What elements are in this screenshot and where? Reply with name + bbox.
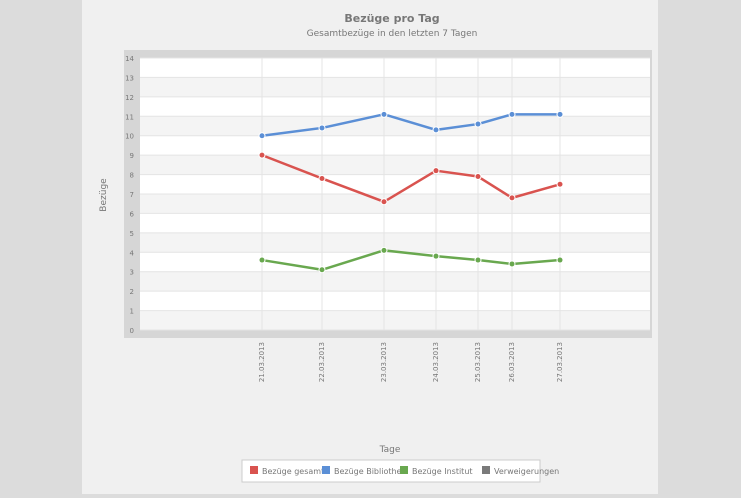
plot-band	[140, 155, 650, 175]
legend-swatch	[482, 466, 490, 474]
y-tick-label: 8	[130, 172, 134, 180]
plot-band	[140, 116, 650, 136]
data-point[interactable]	[380, 110, 388, 118]
data-point[interactable]	[432, 126, 440, 134]
x-tick-label: 22.03.2013	[318, 342, 326, 382]
y-tick-label: 1	[130, 308, 134, 316]
legend-label[interactable]: Bezüge Bibliothek	[334, 467, 406, 476]
data-point[interactable]	[556, 110, 564, 118]
x-tick-label: 24.03.2013	[432, 342, 440, 382]
chart-subtitle: Gesamtbezüge in den letzten 7 Tagen	[307, 29, 478, 39]
y-tick-label: 4	[130, 249, 135, 257]
y-tick-label: 0	[130, 327, 134, 335]
legend-box	[241, 459, 541, 483]
x-tick-label: 23.03.2013	[380, 342, 388, 382]
data-point[interactable]	[556, 256, 564, 264]
legend: Bezüge gesamt Bezüge Bibliothek Bezüge Ins…	[250, 466, 559, 476]
data-point[interactable]	[556, 180, 564, 188]
y-tick-label: 11	[125, 113, 134, 121]
y-tick-label: 2	[130, 288, 134, 296]
y-tick-label: 7	[130, 191, 134, 199]
plot-band	[140, 310, 650, 330]
data-point[interactable]	[318, 174, 326, 182]
data-point[interactable]	[258, 256, 266, 264]
plot-band	[140, 232, 650, 253]
y-tick-label: 12	[125, 94, 134, 102]
data-point[interactable]	[258, 151, 266, 159]
data-point[interactable]	[432, 167, 440, 175]
y-tick-label: 3	[130, 269, 134, 277]
data-point[interactable]	[508, 260, 516, 268]
data-point[interactable]	[474, 120, 482, 128]
y-tick-label: 9	[130, 152, 134, 160]
legend-label[interactable]: Verweigerungen	[494, 467, 559, 476]
line-chart: Bezüge pro Tag Gesamtbezüge in den letzt…	[99, 12, 652, 483]
chart-page: Bezüge pro Tag Gesamtbezüge in den letzt…	[82, 0, 658, 494]
x-tick-label: 21.03.2013	[258, 342, 266, 382]
chart-title: Bezüge pro Tag	[344, 12, 439, 25]
data-point[interactable]	[474, 256, 482, 264]
data-point[interactable]	[508, 194, 516, 202]
x-tick-label: 26.03.2013	[508, 342, 516, 382]
data-point[interactable]	[508, 110, 516, 118]
data-point[interactable]	[432, 252, 440, 260]
data-point[interactable]	[258, 132, 266, 140]
legend-swatch	[250, 466, 258, 474]
x-tick-label: 27.03.2013	[556, 342, 564, 382]
plot-band	[140, 194, 650, 214]
x-tick-label: 25.03.2013	[474, 342, 482, 382]
plot-band	[140, 77, 650, 97]
y-tick-label: 14	[125, 55, 134, 63]
legend-swatch	[400, 466, 408, 474]
y-axis-label: Bezüge	[99, 178, 109, 212]
plot-band	[140, 271, 650, 292]
y-tick-label: 10	[125, 133, 134, 141]
y-tick-label: 6	[130, 210, 135, 218]
data-point[interactable]	[380, 246, 388, 254]
legend-label[interactable]: Bezüge gesamt	[262, 467, 324, 476]
y-tick-label: 13	[125, 74, 134, 82]
data-point[interactable]	[380, 198, 388, 206]
y-tick-label: 5	[130, 230, 134, 238]
data-point[interactable]	[474, 173, 482, 181]
legend-swatch	[322, 466, 330, 474]
x-axis-label: Tage	[379, 445, 401, 455]
legend-label[interactable]: Bezüge Institut	[412, 467, 473, 476]
data-point[interactable]	[318, 266, 326, 274]
data-point[interactable]	[318, 124, 326, 132]
